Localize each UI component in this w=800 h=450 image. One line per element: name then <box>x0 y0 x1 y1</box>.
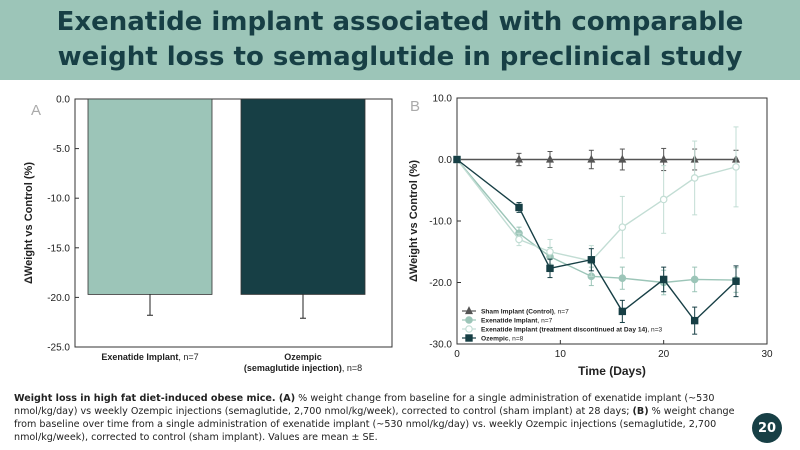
y-tick-label: 10.0 <box>433 94 453 105</box>
data-point <box>659 275 668 284</box>
data-point <box>587 154 596 163</box>
series-line <box>456 159 737 262</box>
x-axis-label: Time (Days) <box>578 364 646 378</box>
y-tick-label: -15.0 <box>47 243 70 254</box>
data-point <box>514 154 524 163</box>
bar <box>240 98 366 295</box>
x-tick-label: 30 <box>761 349 773 360</box>
data-point <box>453 155 461 164</box>
data-point <box>659 154 668 163</box>
y-tick-label: -20.0 <box>429 278 452 289</box>
y-tick-label: -10.0 <box>429 217 452 228</box>
legend-swatch-marker <box>465 325 473 333</box>
caption-bold-b: (B) <box>632 406 649 417</box>
data-point <box>618 274 627 282</box>
data-point <box>690 275 699 284</box>
legend-entry: Ozempic, n=8 <box>481 336 524 343</box>
legend-entry: Exenatide Implant, n=7 <box>481 318 553 325</box>
bar-chart-svg: A 0.0 -5.0 -10.0 -15.0 -20.0 -25.0 ΔWeight vs C… <box>23 95 393 373</box>
title-line-2: weight loss to semaglutide in preclinica… <box>57 42 743 72</box>
page-number-badge: 20 <box>752 413 782 443</box>
title-banner: Exenatide implant associated with compar… <box>0 0 800 80</box>
x-tick-label: 20 <box>658 349 670 360</box>
data-point <box>545 154 555 163</box>
legend-swatch-marker <box>464 306 474 315</box>
y-tick-label: -30.0 <box>429 340 452 351</box>
plot-frame <box>456 97 768 345</box>
y-tick-label: -20.0 <box>47 293 70 304</box>
caption-bold-lead: Weight loss in high fat diet-induced obe… <box>14 393 296 404</box>
panel-label-b: B <box>410 98 420 115</box>
data-point <box>546 264 554 273</box>
figure-caption: Weight loss in high fat diet-induced obe… <box>14 392 744 444</box>
data-point <box>515 203 523 212</box>
line-chart-svg: B 10.0 0.0 -10.0 -20.0 -30.00 10 20 30 Time (Days… <box>408 94 773 379</box>
title-line-1: Exenatide implant associated with compar… <box>56 7 744 37</box>
data-point <box>618 223 627 231</box>
legend-entry: Sham Implant (Control), n=7 <box>481 309 569 316</box>
data-point <box>587 256 596 264</box>
data-point <box>618 154 627 163</box>
plot-frame <box>74 98 393 348</box>
data-point <box>732 277 740 285</box>
y-tick-label: 0.0 <box>438 155 452 166</box>
y-tick-label: 0.0 <box>56 95 70 106</box>
x-tick-label: 10 <box>555 349 567 360</box>
data-point <box>546 247 554 256</box>
panel-a-bar-chart: A 0.0 -5.0 -10.0 -15.0 -20.0 -25.0 ΔWeight vs C… <box>0 90 395 380</box>
series-line <box>456 158 737 322</box>
caption-part-1: % weight change from baseline for a sing… <box>14 393 715 417</box>
series-line <box>456 159 737 284</box>
series-1 <box>452 147 741 172</box>
legend-entry: Exenatide Implant (treatment discontinue… <box>481 327 663 334</box>
x-category-label-line2: (semaglutide injection), n=8 <box>244 363 362 373</box>
caption-part-2: % weight change from baseline over time … <box>14 406 735 443</box>
data-point <box>690 174 699 182</box>
bar <box>87 98 213 295</box>
y-tick-label: -10.0 <box>47 194 70 205</box>
data-point <box>515 235 523 244</box>
x-category-label: Ozempic <box>284 352 322 362</box>
y-axis-label: ΔWeight vs Control (%) <box>23 162 35 284</box>
x-tick-label: 0 <box>454 349 460 360</box>
series-4 <box>453 155 740 335</box>
panel-b-line-chart: B 10.0 0.0 -10.0 -20.0 -30.0 0 10 20 30 Time (Days… <box>400 90 800 380</box>
y-tick-label: -5.0 <box>53 144 71 155</box>
data-point <box>618 307 627 316</box>
y-axis-label: ΔWeight vs Control (%) <box>408 160 420 282</box>
x-category-label: Exenatide Implant, n=7 <box>101 352 198 362</box>
data-point <box>690 316 699 325</box>
data-point <box>732 163 740 171</box>
legend-swatch-marker <box>465 316 473 324</box>
page-title: Exenatide implant associated with compar… <box>20 5 780 75</box>
y-tick-label: -25.0 <box>47 343 70 354</box>
legend: Sham Implant (Control), n=7 Exenatide Imp… <box>462 306 663 343</box>
legend-swatch-marker <box>465 334 473 342</box>
data-point <box>659 195 668 204</box>
panel-label-a: A <box>31 102 41 119</box>
